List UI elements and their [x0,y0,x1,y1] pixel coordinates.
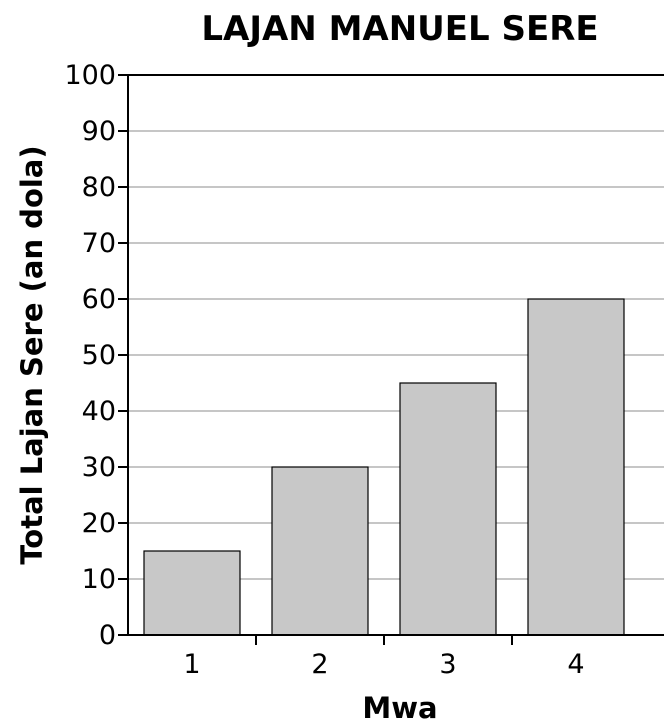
x-tick-label-3: 3 [439,649,456,680]
gridlines [128,130,664,580]
x-tick-label-4: 4 [567,649,584,680]
bar-1 [143,550,241,636]
y-tick-label-10: 10 [82,564,116,595]
y-tick-label-40: 40 [82,396,116,427]
x-tick-label-2: 2 [311,649,328,680]
y-tick-label-0: 0 [99,620,116,651]
x-tick-labels: 1 2 3 4 [183,635,585,680]
bars [143,298,625,636]
bar-2 [271,466,369,636]
y-tick-label-30: 30 [82,452,116,483]
y-axis-label: Total Lajan Sere (an dola) [15,145,49,564]
y-tick-labels: 0 10 20 30 40 50 60 70 80 90 100 [64,60,128,651]
x-axis-label: Mwa [362,691,437,725]
bar-3 [399,382,497,636]
y-tick-label-90: 90 [82,116,116,147]
x-tick-label-1: 1 [183,649,200,680]
y-tick-label-60: 60 [82,284,116,315]
y-tick-label-70: 70 [82,228,116,259]
bar-4 [527,298,625,636]
y-tick-label-100: 100 [64,60,116,91]
y-tick-label-20: 20 [82,508,116,539]
y-tick-label-50: 50 [82,340,116,371]
y-tick-label-80: 80 [82,172,116,203]
chart-title: LAJAN MANUEL SERE [201,9,598,49]
